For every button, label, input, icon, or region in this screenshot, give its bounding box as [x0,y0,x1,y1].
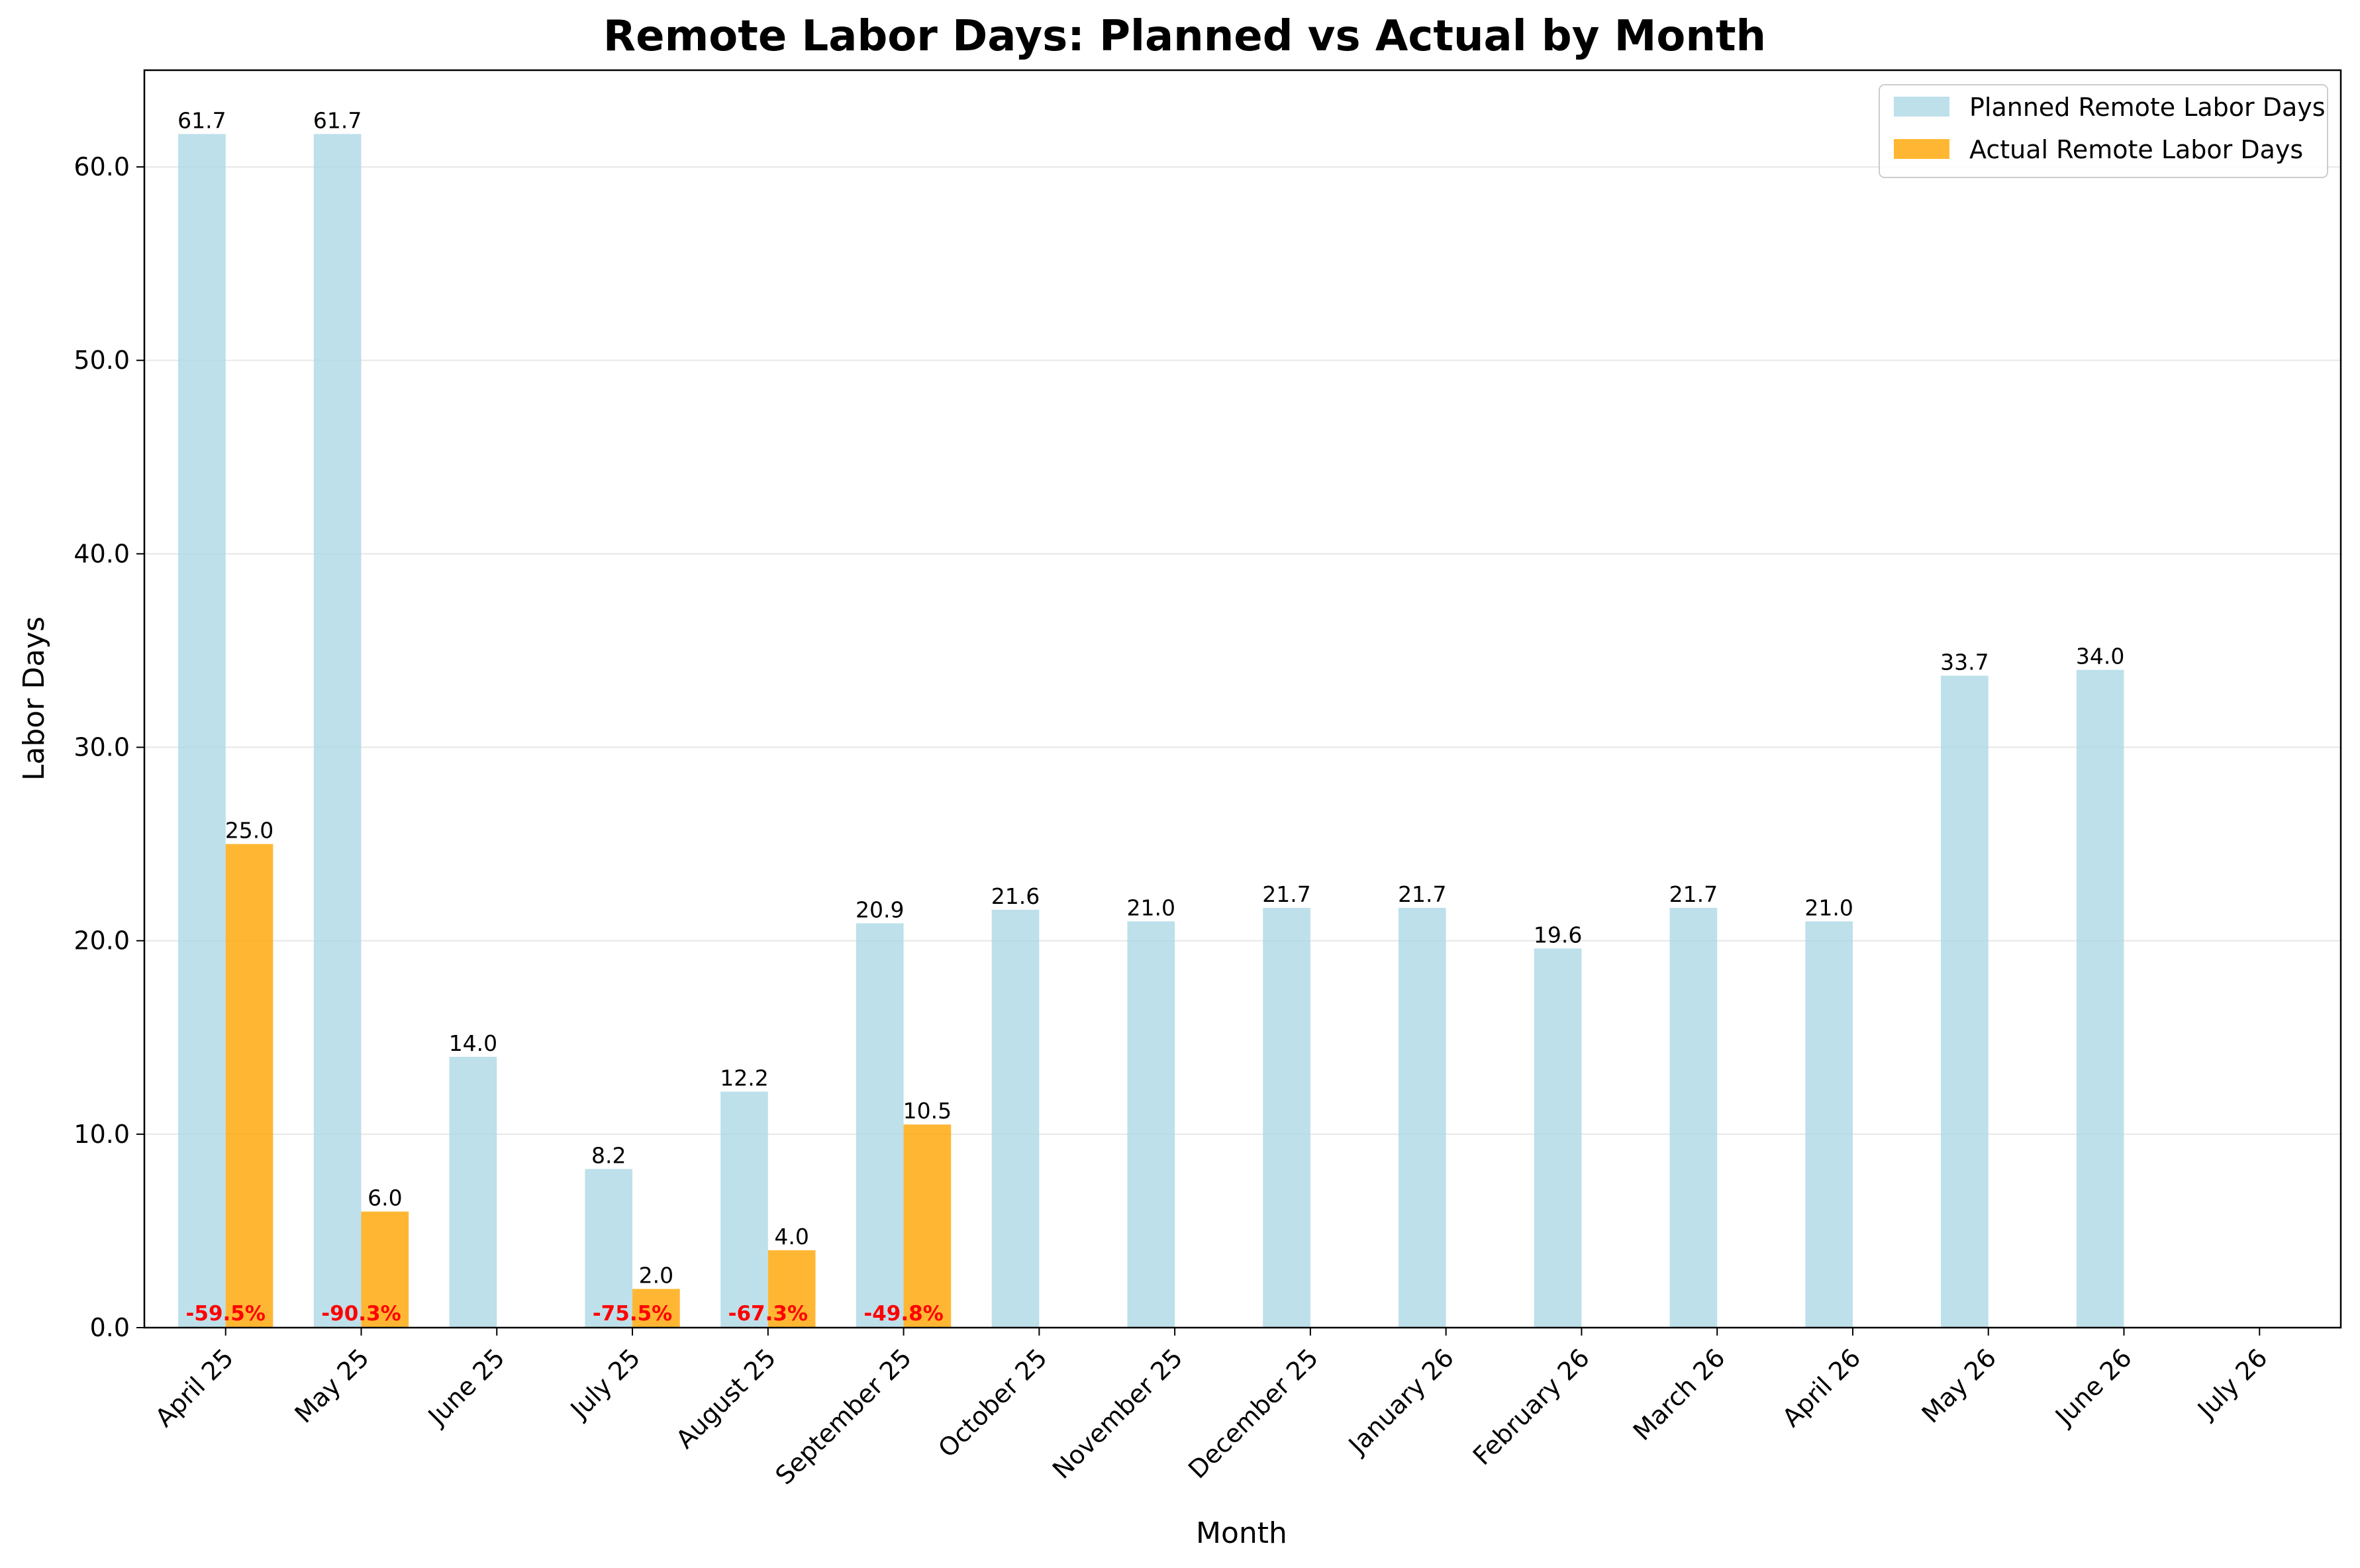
x-tick-label: July 25 [564,1343,646,1425]
bar-labels: 61.7 61.7 14.0 8.2 12.2 20.9 21.6 21.0 21.7 21.7 1… [177,107,2124,1326]
planned-value-label: 8.2 [591,1142,626,1168]
chart-title: Remote Labor Days: Planned vs Actual by … [603,12,1766,61]
x-tick-label: April 26 [1777,1343,1866,1432]
y-tick-label: 40.0 [74,539,130,568]
x-tick-label: May 26 [1916,1343,2002,1428]
planned-value-label: 12.2 [720,1065,768,1091]
plot-area-frame [143,69,2342,1329]
legend-swatch-actual [1894,139,1949,159]
planned-bar [1534,948,1582,1328]
x-tick-label: September 25 [770,1343,917,1490]
variance-label: -75.5% [593,1302,672,1326]
y-gridlines [144,166,2341,1328]
planned-bar [1263,908,1310,1328]
planned-bar [1127,921,1175,1328]
legend-swatch-planned [1894,97,1949,117]
x-tick-label: May 25 [289,1343,374,1428]
y-tick-label: 50.0 [74,346,130,375]
y-axis: 0.0 10.0 20.0 30.0 40.0 50.0 60.0 [74,152,144,1342]
planned-bar [720,1091,768,1328]
x-tick-label: January 26 [1342,1343,1459,1460]
y-tick-label: 30.0 [74,733,130,762]
actual-value-label: 10.5 [903,1098,952,1124]
planned-bar [313,134,362,1328]
planned-bar [2076,669,2124,1328]
planned-bar [1398,908,1446,1328]
x-axis-title: Month [1196,1516,1287,1550]
planned-value-label: 14.0 [449,1030,497,1056]
planned-value-label: 61.7 [313,107,362,133]
planned-bar [449,1056,497,1328]
planned-bar [1669,908,1718,1328]
variance-label: -67.3% [728,1302,808,1326]
actual-bar [361,1211,409,1328]
planned-bar [856,923,904,1328]
variance-label: -49.8% [863,1302,943,1326]
legend: Planned Remote Labor Days Actual Remote … [1879,84,2328,178]
planned-value-label: 21.0 [1804,895,1853,920]
x-tick-label: February 26 [1467,1343,1595,1471]
bars [178,134,2124,1328]
actual-bar [767,1250,816,1328]
planned-value-label: 20.9 [856,897,904,922]
y-tick-label: 10.0 [74,1120,130,1149]
planned-value-label: 33.7 [1940,649,1989,675]
actual-value-label: 2.0 [639,1263,673,1289]
x-tick-label: June 26 [2049,1343,2138,1432]
y-axis-title: Labor Days [17,616,51,781]
planned-bar [991,909,1040,1328]
actual-bar [225,844,273,1328]
actual-value-label: 4.0 [774,1224,809,1250]
x-tick-label: December 25 [1183,1343,1324,1484]
planned-value-label: 19.6 [1534,922,1582,948]
planned-value-label: 34.0 [2076,644,2124,669]
x-tick-label: June 25 [422,1343,511,1432]
variance-label: -59.5% [186,1302,266,1326]
x-tick-label: November 25 [1047,1343,1189,1485]
x-tick-label: July 26 [2191,1343,2273,1425]
planned-bar [178,134,226,1328]
actual-bar [903,1124,952,1328]
x-tick-label: April 25 [150,1343,239,1432]
legend-label-planned: Planned Remote Labor Days [1969,93,2326,122]
actual-value-label: 25.0 [225,818,273,844]
y-tick-label: 0.0 [90,1313,130,1342]
y-tick-label: 60.0 [74,152,130,181]
planned-value-label: 21.7 [1262,881,1310,907]
x-tick-label: August 25 [670,1343,781,1454]
planned-value-label: 21.7 [1669,881,1718,907]
planned-value-label: 61.7 [177,107,226,133]
x-tick-label: October 25 [932,1343,1052,1463]
planned-bar [1941,675,1989,1328]
legend-label-actual: Actual Remote Labor Days [1969,135,2303,164]
actual-value-label: 6.0 [368,1185,402,1211]
planned-value-label: 21.0 [1127,895,1175,920]
actual-bar [632,1289,680,1328]
x-axis: April 25 May 25 June 25 July 25 August 25Sep… [150,1328,2273,1491]
planned-value-label: 21.6 [991,883,1040,909]
legend-box [1879,84,2328,178]
variance-label: -90.3% [321,1302,401,1326]
y-tick-label: 20.0 [74,926,130,956]
x-tick-label: March 26 [1628,1343,1731,1446]
planned-value-label: 21.7 [1398,881,1446,907]
planned-bar [585,1169,633,1328]
planned-bar [1805,921,1853,1328]
